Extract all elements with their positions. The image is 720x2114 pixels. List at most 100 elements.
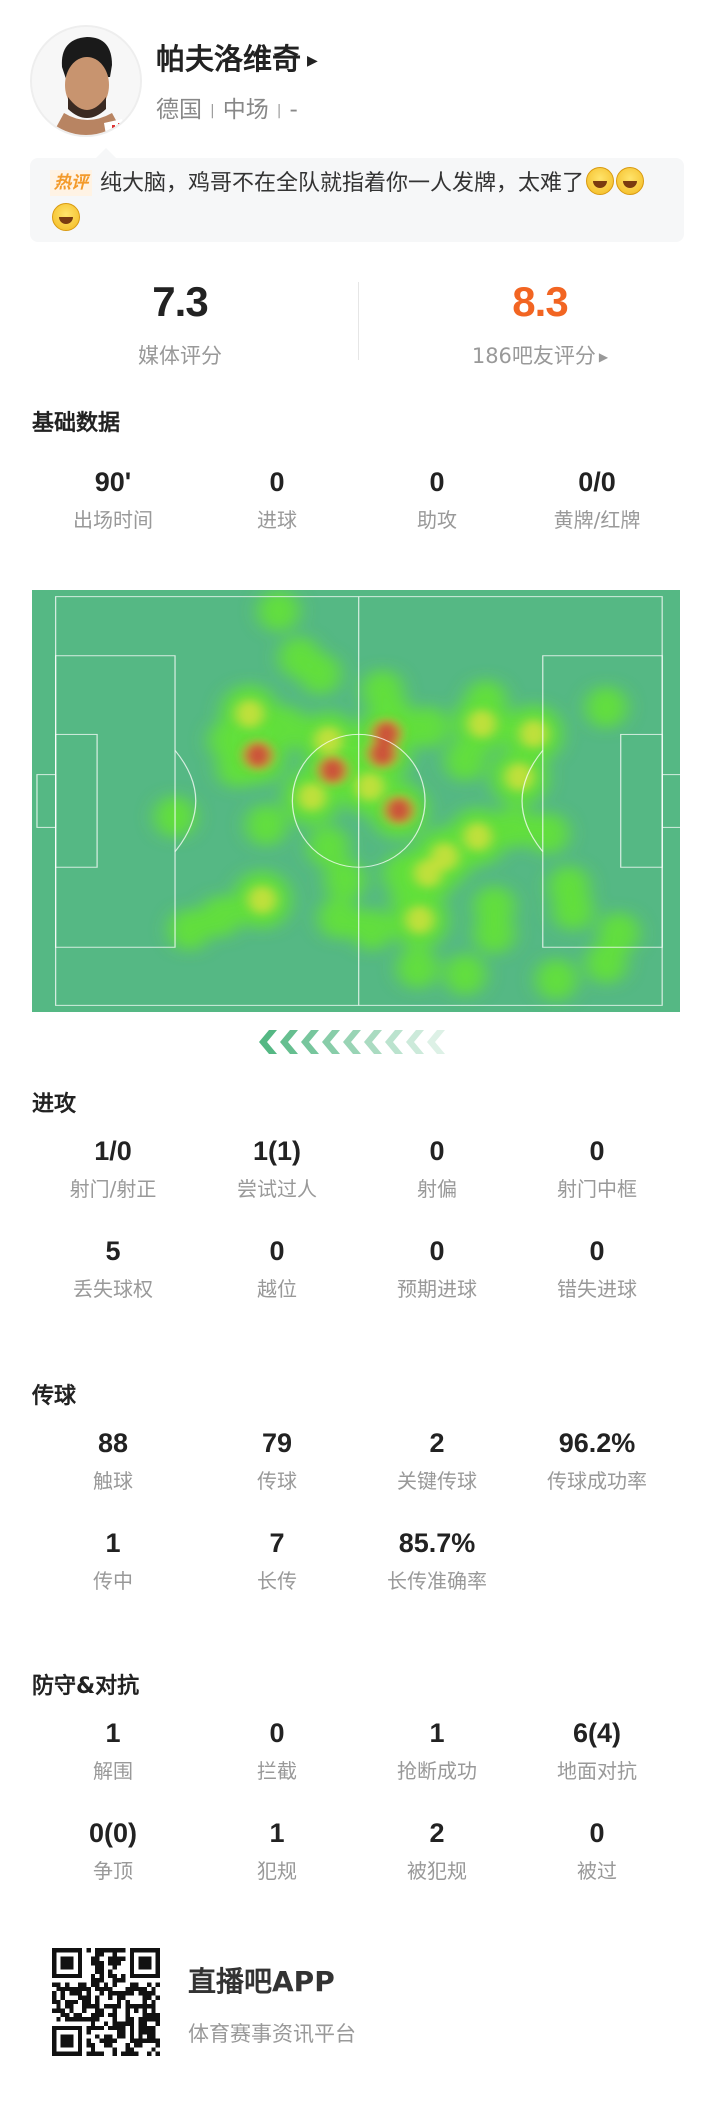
- stat-label: 关键传球: [397, 1469, 477, 1493]
- stat-label: 长传: [257, 1569, 297, 1593]
- stat-value: 85.7%: [398, 1528, 476, 1558]
- media-rating: 7.3 媒体评分: [0, 278, 360, 370]
- stat-item: 0/0 黄牌/红牌: [517, 467, 677, 533]
- heat-spot: [473, 912, 515, 954]
- heat-spot: [585, 686, 627, 728]
- stat-item: 5 丢失球权: [33, 1236, 193, 1302]
- stat-value: 1/0: [94, 1136, 132, 1166]
- heat-spot: [168, 908, 211, 951]
- hot-comment-box[interactable]: 热评 纯大脑，鸡哥不在全队就指着你一人发牌，太难了: [30, 148, 684, 242]
- stat-label: 射偏: [417, 1177, 457, 1201]
- stat-value: 6(4): [572, 1718, 621, 1748]
- player-name-link[interactable]: 帕夫洛维奇 ▶: [156, 36, 318, 78]
- stat-label: 被过: [577, 1859, 617, 1883]
- stat-item: 2 关键传球: [357, 1428, 517, 1494]
- stat-item: 0 被过: [517, 1818, 677, 1884]
- heat-spot: [351, 908, 393, 951]
- stat-value: 1: [105, 1528, 121, 1558]
- heat-spot: [527, 812, 569, 855]
- laugh-cry-emoji-icon: [616, 167, 645, 195]
- stat-value: 0: [589, 1818, 605, 1848]
- heat-spot: [585, 942, 627, 984]
- stat-label: 助攻: [417, 508, 457, 532]
- stat-value: 7: [269, 1528, 285, 1558]
- heat-spot: [299, 653, 341, 695]
- stat-label: 射门/射正: [69, 1177, 157, 1201]
- stat-label: 地面对抗: [557, 1759, 637, 1783]
- attack-direction-arrows: [259, 1030, 445, 1054]
- section-title: 防守&对抗: [32, 1674, 140, 1699]
- stat-item: 1 犯规: [197, 1818, 357, 1884]
- stat-item: 0 射门中框: [517, 1136, 677, 1202]
- stat-item: 7 长传: [197, 1528, 357, 1594]
- stat-label: 黄牌/红牌: [553, 508, 641, 532]
- heat-spot: [463, 822, 492, 851]
- stat-label: 传中: [93, 1569, 133, 1593]
- divider: [358, 282, 359, 360]
- stat-value: 0: [269, 1718, 285, 1748]
- stat-value: 1: [429, 1718, 445, 1748]
- player-avatar[interactable]: [30, 25, 142, 137]
- stat-value: 1: [105, 1718, 121, 1748]
- section-title: 传球: [32, 1384, 77, 1409]
- stat-label: 犯规: [257, 1859, 297, 1883]
- heat-spot: [297, 782, 326, 811]
- heat-spot: [257, 590, 300, 632]
- stat-item: 90' 出场时间: [33, 467, 193, 533]
- heat-spot: [314, 726, 343, 755]
- stat-item: 85.7% 长传准确率: [357, 1528, 517, 1594]
- caret-right-icon: ▶: [307, 53, 318, 69]
- player-photo: [32, 27, 140, 135]
- stat-item: 0 助攻: [357, 467, 517, 533]
- chevron-left-icon: [364, 1030, 382, 1054]
- stat-item: 0 错失进球: [517, 1236, 677, 1302]
- heat-spot: [355, 772, 384, 801]
- stat-value: 0: [589, 1136, 605, 1166]
- chevron-left-icon: [322, 1030, 340, 1054]
- fan-rating-button[interactable]: 8.3 186吧友评分 ▶: [360, 278, 720, 370]
- section-title: 进攻: [32, 1092, 77, 1117]
- stat-value: 0: [429, 1136, 445, 1166]
- stat-item: 0 拦截: [197, 1718, 357, 1784]
- chevron-left-icon: [259, 1030, 277, 1054]
- stat-label: 出场时间: [73, 508, 153, 532]
- stat-label: 被犯规: [407, 1859, 467, 1883]
- heat-spot: [405, 905, 434, 934]
- stat-value: 0: [429, 1236, 445, 1266]
- section-title: 基础数据: [32, 411, 121, 436]
- stat-label: 长传准确率: [387, 1569, 487, 1593]
- stat-value: 0: [429, 467, 445, 497]
- heat-spot: [374, 721, 399, 747]
- heat-spot: [519, 719, 548, 748]
- heat-spot: [307, 825, 350, 868]
- stat-item: 1/0 射门/射正: [33, 1136, 193, 1202]
- stat-item: 79 传球: [197, 1428, 357, 1494]
- stat-value: 0: [589, 1236, 605, 1266]
- stat-label: 抢断成功: [397, 1759, 477, 1783]
- heat-spot: [413, 859, 443, 888]
- chevron-left-icon: [406, 1030, 424, 1054]
- media-rating-label: 媒体评分: [138, 344, 222, 368]
- heat-spot: [386, 797, 412, 823]
- laugh-cry-emoji-icon: [52, 203, 80, 231]
- stat-value: 96.2%: [558, 1428, 636, 1458]
- heat-spot: [324, 859, 366, 901]
- stat-item: 1 抢断成功: [357, 1718, 517, 1784]
- heat-spot: [535, 958, 578, 1001]
- stat-label: 丢失球权: [73, 1277, 153, 1301]
- stat-item: 0 预期进球: [357, 1236, 517, 1302]
- stat-label: 传球: [257, 1469, 297, 1493]
- stat-value: 2: [429, 1818, 445, 1848]
- stat-label: 尝试过人: [237, 1177, 317, 1201]
- stat-label: 越位: [257, 1277, 297, 1301]
- heat-spot: [320, 757, 346, 783]
- heatmap: [32, 590, 682, 1012]
- qr-code: [52, 1948, 160, 2056]
- stat-value: 79: [261, 1428, 293, 1458]
- media-rating-value: 7.3: [152, 278, 208, 325]
- stat-value: 5: [105, 1236, 121, 1266]
- stat-item: 0 射偏: [357, 1136, 517, 1202]
- divider: |: [276, 102, 282, 119]
- heat-spot: [396, 947, 439, 989]
- heat-spot: [369, 741, 395, 767]
